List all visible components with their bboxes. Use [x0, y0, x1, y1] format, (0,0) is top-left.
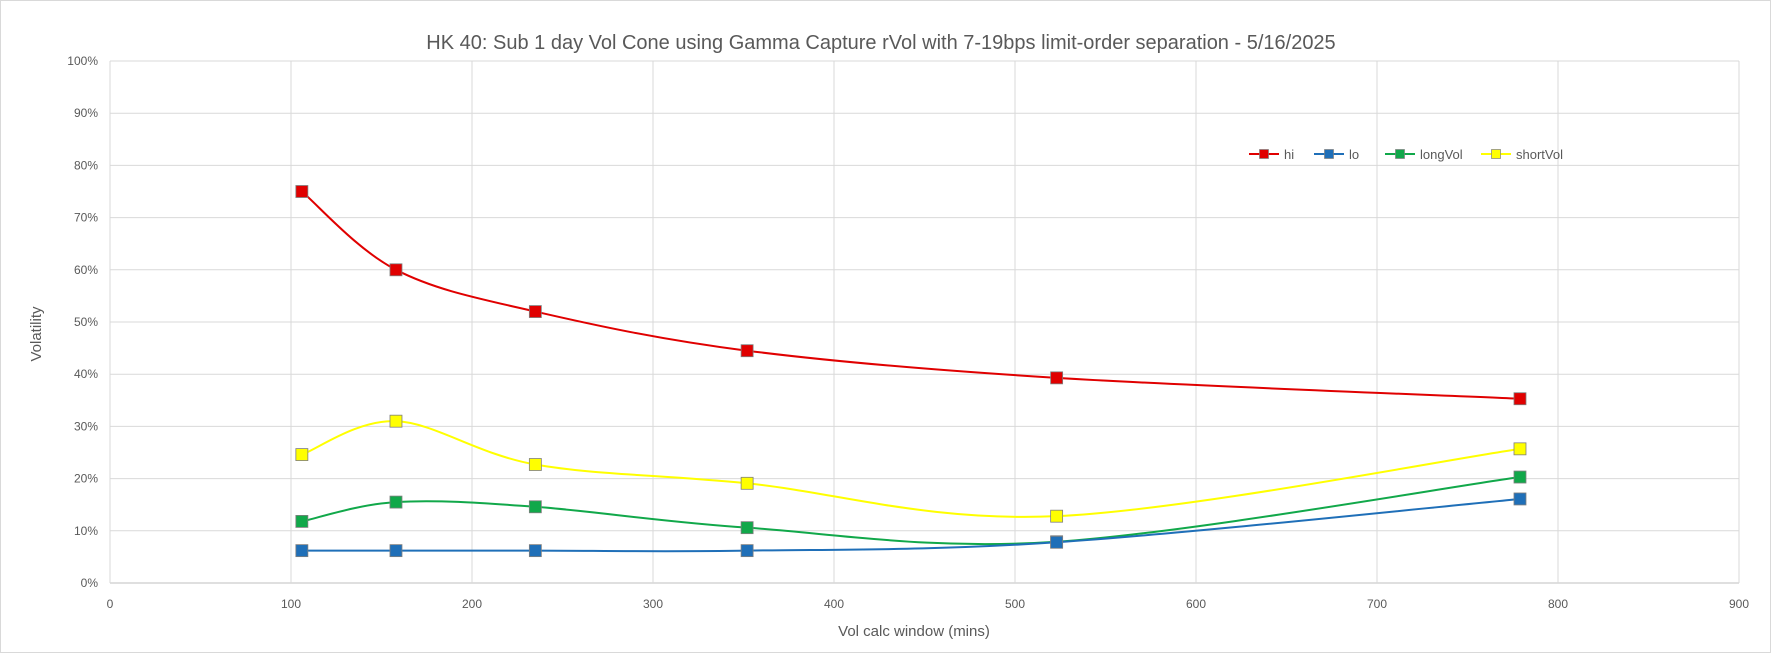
chart-title: HK 40: Sub 1 day Vol Cone using Gamma Ca… [426, 32, 1335, 54]
x-tick-label: 800 [1548, 597, 1568, 611]
series-shortVol [295, 414, 1527, 523]
legend-entry-longVol: longVol [1385, 147, 1463, 162]
y-tick-label: 60% [74, 263, 98, 277]
data-point-shortVol [295, 448, 309, 461]
series-line-longVol [301, 476, 1521, 546]
gridlines [109, 60, 1740, 584]
data-point-longVol [740, 521, 754, 535]
legend-marker [1259, 149, 1269, 159]
legend-label: shortVol [1516, 147, 1563, 162]
data-point-shortVol [528, 458, 542, 471]
series-lines [295, 185, 1527, 558]
x-tick-label: 700 [1367, 597, 1387, 611]
data-point-hi [295, 185, 309, 198]
series-lo [295, 492, 1527, 558]
data-point-longVol [1513, 470, 1527, 484]
y-tick-label: 50% [74, 315, 98, 329]
legend-label: hi [1284, 147, 1294, 162]
data-point-shortVol [389, 414, 403, 428]
data-point-lo [740, 544, 754, 558]
legend-marker [1395, 149, 1405, 159]
x-tick-label: 0 [107, 597, 114, 611]
y-tick-label: 0% [81, 576, 99, 590]
y-tick-label: 30% [74, 419, 98, 433]
data-point-lo [1050, 535, 1064, 549]
x-tick-label: 500 [1005, 597, 1025, 611]
y-tick-label: 90% [74, 106, 98, 120]
legend: hi lo longVol shortVol [1249, 147, 1563, 162]
data-point-hi [1513, 392, 1527, 406]
data-point-hi [1050, 371, 1064, 385]
y-tick-label: 20% [74, 472, 98, 486]
legend-label: lo [1349, 147, 1359, 162]
x-tick-label: 100 [281, 597, 301, 611]
x-tick-label: 900 [1729, 597, 1749, 611]
legend-entry-lo: lo [1314, 147, 1359, 162]
data-point-lo [295, 544, 309, 558]
legend-entry-shortVol: shortVol [1481, 147, 1563, 162]
data-point-shortVol [1513, 442, 1527, 456]
data-point-longVol [389, 495, 403, 509]
series-line-hi [301, 190, 1521, 400]
data-point-hi [389, 263, 403, 277]
data-point-lo [528, 544, 542, 558]
data-point-longVol [295, 515, 309, 528]
y-tick-label: 70% [74, 211, 98, 225]
series-line-lo [301, 497, 1521, 553]
data-point-lo [389, 544, 403, 558]
axes: 0% 10% 20% 30% 40% 50% 60% 70% 80% 90% 100% 0 100 200… [67, 54, 1749, 611]
y-tick-label: 10% [74, 524, 98, 538]
y-tick-label: 40% [74, 367, 98, 381]
x-tick-label: 300 [643, 597, 663, 611]
data-point-hi [740, 344, 754, 358]
legend-marker [1324, 149, 1334, 159]
data-point-lo [1513, 492, 1527, 506]
x-tick-label: 400 [824, 597, 844, 611]
data-point-shortVol [1050, 509, 1064, 523]
series-hi [295, 185, 1527, 406]
x-tick-label: 200 [462, 597, 482, 611]
y-axis-title: Volatility [28, 306, 45, 362]
data-point-longVol [528, 500, 542, 514]
legend-entry-hi: hi [1249, 147, 1294, 162]
legend-label: longVol [1420, 147, 1463, 162]
x-tick-label: 600 [1186, 597, 1206, 611]
y-tick-label: 80% [74, 158, 98, 172]
y-tick-label: 100% [67, 54, 98, 68]
data-point-hi [528, 305, 542, 318]
data-point-shortVol [740, 476, 754, 490]
legend-marker [1491, 149, 1501, 159]
x-axis-title: Vol calc window (mins) [838, 623, 990, 640]
